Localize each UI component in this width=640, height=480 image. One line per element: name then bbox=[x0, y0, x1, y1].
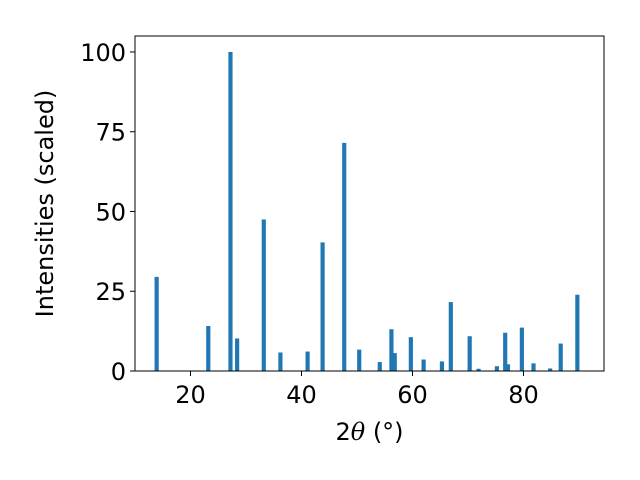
bar bbox=[357, 349, 362, 371]
y-axis-label: Intensities (scaled) bbox=[31, 90, 59, 318]
x-axis-ticks: 20 40 60 80 bbox=[175, 371, 539, 409]
bar bbox=[278, 352, 283, 371]
bar bbox=[320, 242, 325, 371]
bar bbox=[154, 276, 159, 371]
bar bbox=[476, 368, 481, 371]
bar bbox=[305, 351, 310, 371]
bar bbox=[206, 326, 211, 371]
bar bbox=[494, 366, 499, 371]
y-axis-ticks: 0 25 50 75 100 bbox=[80, 39, 135, 386]
x-tick-label: 60 bbox=[397, 381, 428, 409]
bar bbox=[558, 343, 563, 371]
y-tick-label: 50 bbox=[95, 198, 126, 226]
x-tick-label: 20 bbox=[175, 381, 206, 409]
bar bbox=[261, 219, 266, 371]
bars-group bbox=[154, 51, 580, 371]
x-label-prefix: 2 bbox=[335, 418, 350, 446]
bar bbox=[342, 142, 347, 371]
bar bbox=[548, 368, 553, 371]
bar bbox=[448, 302, 453, 371]
x-tick-label: 40 bbox=[286, 381, 317, 409]
bar bbox=[503, 332, 508, 371]
bar bbox=[408, 337, 413, 371]
plot-frame bbox=[134, 35, 605, 372]
x-label-suffix: (°) bbox=[365, 418, 403, 446]
x-tick-label: 80 bbox=[508, 381, 539, 409]
bar bbox=[228, 51, 233, 371]
bar bbox=[505, 364, 511, 371]
bar bbox=[575, 294, 580, 371]
bar bbox=[421, 359, 426, 371]
y-tick-label: 100 bbox=[80, 39, 126, 67]
bar bbox=[467, 336, 472, 371]
bar bbox=[531, 363, 536, 371]
bar bbox=[235, 338, 240, 371]
bar bbox=[519, 327, 524, 371]
y-tick-label: 0 bbox=[111, 358, 126, 386]
x-label-theta: θ bbox=[351, 418, 366, 446]
bar bbox=[392, 353, 397, 371]
y-tick-label: 25 bbox=[95, 278, 126, 306]
bar bbox=[377, 362, 382, 371]
bar bbox=[439, 361, 445, 371]
bar bbox=[389, 329, 394, 371]
x-axis-label: 2θ (°) bbox=[335, 418, 403, 446]
y-tick-label: 75 bbox=[95, 119, 126, 147]
